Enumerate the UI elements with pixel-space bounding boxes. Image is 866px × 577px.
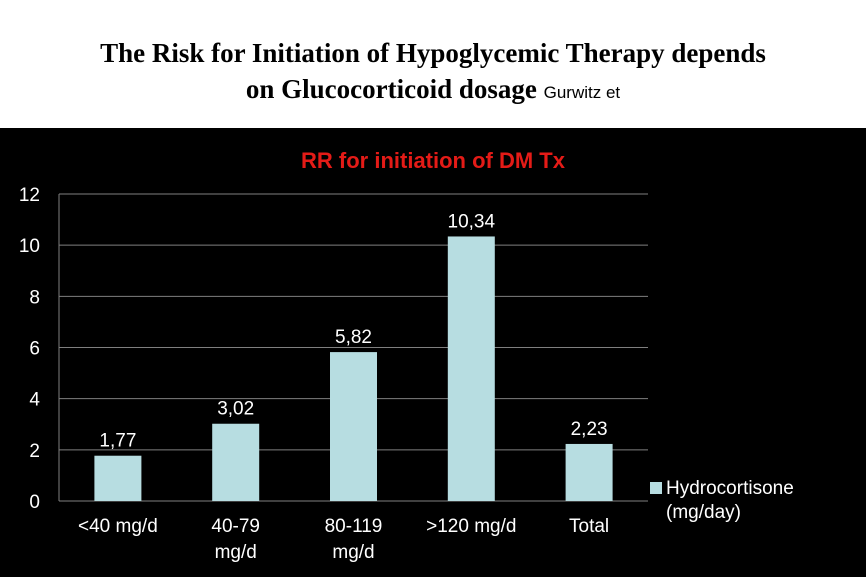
y-tick-label: 6 bbox=[29, 339, 40, 360]
x-tick-label: 40-79 bbox=[211, 516, 260, 537]
y-tick-label: 4 bbox=[29, 390, 40, 411]
bar bbox=[447, 236, 495, 501]
chart-panel: RR for initiation of DM Tx 0 2 4 6 8 10 12 1,77 <… bbox=[0, 128, 866, 577]
x-tick-label: mg/d bbox=[332, 542, 374, 563]
x-tick-label: <40 mg/d bbox=[78, 516, 158, 537]
legend-label-line1: Hydrocortisone bbox=[666, 478, 794, 499]
data-label: 1,77 bbox=[99, 431, 136, 452]
bar bbox=[94, 455, 142, 501]
x-tick-label: mg/d bbox=[215, 542, 257, 563]
y-tick-label: 12 bbox=[19, 185, 40, 206]
x-tick-label: 80-119 bbox=[325, 516, 383, 537]
y-tick-label: 2 bbox=[29, 441, 40, 462]
chart-legend: Hydrocortisone (mg/day) bbox=[650, 477, 794, 525]
y-tick-label: 8 bbox=[29, 287, 40, 308]
y-tick-label: 0 bbox=[29, 492, 40, 513]
data-label: 10,34 bbox=[448, 211, 496, 232]
y-tick-label: 10 bbox=[19, 236, 40, 257]
bar bbox=[565, 443, 613, 501]
slide-author: Gurwitz et bbox=[543, 83, 621, 102]
x-tick-label: >120 mg/d bbox=[426, 516, 516, 537]
bar-chart: RR for initiation of DM Tx 0 2 4 6 8 10 12 1,77 <… bbox=[19, 148, 648, 563]
slide-title-line2-text: on Glucocorticoid dosage bbox=[245, 74, 537, 104]
slide-header: The Risk for Initiation of Hypoglycemic … bbox=[0, 0, 866, 128]
slide-title-line1: The Risk for Initiation of Hypoglycemic … bbox=[100, 38, 766, 68]
legend-swatch bbox=[650, 482, 662, 494]
data-label: 3,02 bbox=[217, 399, 254, 420]
chart-title: RR for initiation of DM Tx bbox=[301, 148, 566, 173]
bar bbox=[212, 423, 260, 501]
data-label: 2,23 bbox=[571, 419, 608, 440]
x-tick-label: Total bbox=[569, 516, 609, 537]
slide-title-line2: on Glucocorticoid dosage Gurwitz et bbox=[0, 74, 866, 105]
data-label: 5,82 bbox=[335, 327, 372, 348]
legend-label-line2: (mg/day) bbox=[666, 502, 741, 523]
bar bbox=[330, 352, 377, 501]
